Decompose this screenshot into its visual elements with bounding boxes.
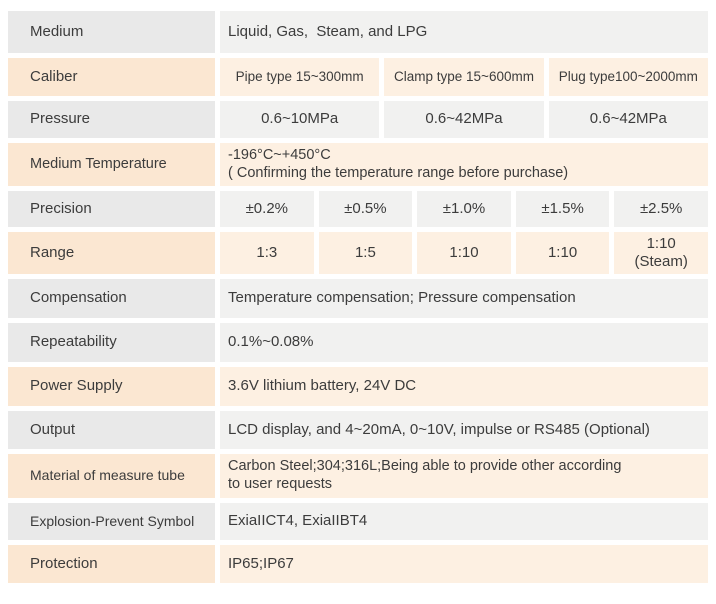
row-values: ExiaIICT4, ExiaIIBT4 (220, 503, 708, 540)
spec-value-cell: ±1.5% (515, 191, 610, 227)
spec-value-cell: 0.6~42MPa (548, 101, 708, 138)
row-values: 0.1%~0.08% (220, 323, 708, 362)
row-label: Material of measure tube (8, 454, 215, 498)
spec-value-cell: 0.6~10MPa (220, 101, 380, 138)
spec-value-cell: Carbon Steel;304;316L;Being able to prov… (220, 454, 708, 498)
table-row: Output LCD display, and 4~20mA, 0~10V, im… (8, 411, 708, 449)
spec-value-cell: -196°C~+450°C ( Confirming the temperatu… (220, 143, 708, 186)
spec-value-cell: ±0.5% (318, 191, 413, 227)
table-row: Material of measure tube Carbon Steel;304… (8, 454, 708, 498)
table-row: Repeatability 0.1%~0.08% (8, 323, 708, 362)
table-row: Medium Temperature -196°C~+450°C ( Confir… (8, 143, 708, 186)
row-label: Power Supply (8, 367, 215, 406)
row-label: Range (8, 232, 215, 274)
spec-value-cell: Pipe type 15~300mm (220, 58, 380, 96)
spec-value-cell: 3.6V lithium battery, 24V DC (220, 367, 708, 406)
spec-value-cell: 1:10 (Steam) (614, 232, 708, 274)
row-values: ±0.2% ±0.5% ±1.0% ±1.5% ±2.5% (220, 191, 708, 227)
row-values: Liquid, Gas, Steam, and LPG (220, 11, 708, 53)
spec-value-cell: Liquid, Gas, Steam, and LPG (220, 11, 708, 53)
row-values: 3.6V lithium battery, 24V DC (220, 367, 708, 406)
table-row: Pressure 0.6~10MPa 0.6~42MPa 0.6~42MPa (8, 101, 708, 138)
table-row: Power Supply 3.6V lithium battery, 24V DC (8, 367, 708, 406)
spec-value-cell: Plug type100~2000mm (548, 58, 708, 96)
row-label: Repeatability (8, 323, 215, 362)
table-row: Compensation Temperature compensation; Pr… (8, 279, 708, 318)
row-label: Medium (8, 11, 215, 53)
row-label: Precision (8, 191, 215, 227)
row-values: Temperature compensation; Pressure compe… (220, 279, 708, 318)
table-row: Precision ±0.2% ±0.5% ±1.0% ±1.5% ±2.5% (8, 191, 708, 227)
row-label: Compensation (8, 279, 215, 318)
row-label: Protection (8, 545, 215, 583)
row-values: -196°C~+450°C ( Confirming the temperatu… (220, 143, 708, 186)
row-label: Pressure (8, 101, 215, 138)
specification-table: Medium Liquid, Gas, Steam, and LPG Caliber… (8, 11, 708, 583)
spec-value-cell: ExiaIICT4, ExiaIIBT4 (220, 503, 708, 540)
table-row: Explosion-Prevent Symbol ExiaIICT4, ExiaI… (8, 503, 708, 540)
table-row: Range 1:3 1:5 1:10 1:10 1:10 (Steam) (8, 232, 708, 274)
row-values: 1:3 1:5 1:10 1:10 1:10 (Steam) (220, 232, 708, 274)
row-label: Medium Temperature (8, 143, 215, 186)
spec-value-cell: 1:10 (515, 232, 610, 274)
spec-value-cell: Temperature compensation; Pressure compe… (220, 279, 708, 318)
spec-value-cell: 0.1%~0.08% (220, 323, 708, 362)
row-label: Explosion-Prevent Symbol (8, 503, 215, 540)
row-values: 0.6~10MPa 0.6~42MPa 0.6~42MPa (220, 101, 708, 138)
spec-value-cell: LCD display, and 4~20mA, 0~10V, impulse … (220, 411, 708, 449)
row-values: IP65;IP67 (220, 545, 708, 583)
row-values: Carbon Steel;304;316L;Being able to prov… (220, 454, 708, 498)
spec-value-cell: ±2.5% (614, 191, 708, 227)
table-row: Protection IP65;IP67 (8, 545, 708, 583)
row-values: Pipe type 15~300mm Clamp type 15~600mm Plu… (220, 58, 708, 96)
spec-value-cell: 0.6~42MPa (384, 101, 544, 138)
spec-value-cell: IP65;IP67 (220, 545, 708, 583)
row-label: Caliber (8, 58, 215, 96)
spec-value-cell: 1:5 (318, 232, 413, 274)
spec-value-cell: ±1.0% (417, 191, 511, 227)
spec-value-cell: 1:3 (220, 232, 314, 274)
table-row: Caliber Pipe type 15~300mm Clamp type 15~6… (8, 58, 708, 96)
spec-value-cell: ±0.2% (220, 191, 314, 227)
row-label: Output (8, 411, 215, 449)
spec-value-cell: Clamp type 15~600mm (384, 58, 544, 96)
row-values: LCD display, and 4~20mA, 0~10V, impulse … (220, 411, 708, 449)
table-row: Medium Liquid, Gas, Steam, and LPG (8, 11, 708, 53)
spec-value-cell: 1:10 (417, 232, 511, 274)
